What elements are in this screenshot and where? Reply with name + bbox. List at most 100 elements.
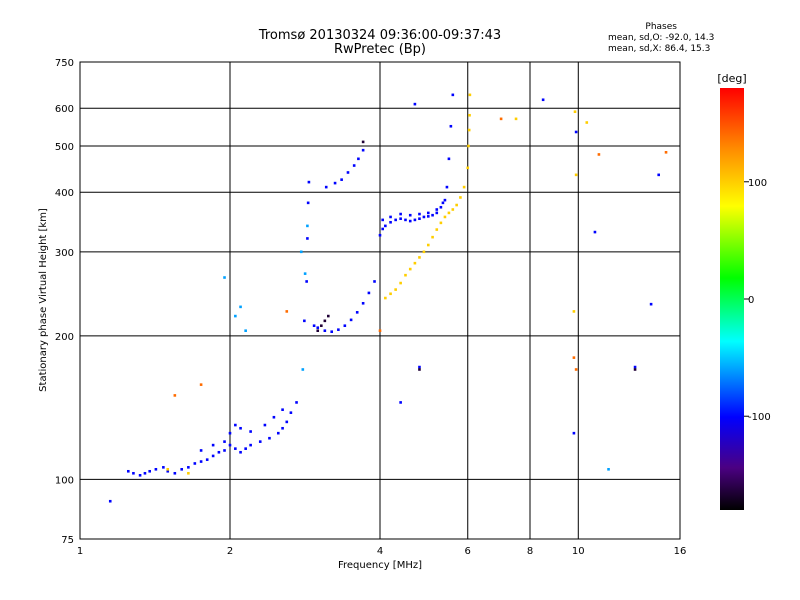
- data-point: [211, 443, 215, 447]
- data-point: [343, 324, 347, 328]
- data-point: [435, 211, 439, 215]
- data-point: [439, 205, 443, 209]
- data-point: [244, 447, 247, 450]
- data-point: [303, 272, 307, 275]
- data-point: [467, 144, 470, 148]
- data-point: [272, 415, 276, 419]
- data-point: [572, 310, 576, 313]
- data-point: [447, 157, 451, 161]
- data-point: [223, 276, 226, 279]
- data-point: [316, 326, 320, 329]
- data-point: [187, 466, 190, 469]
- data-point: [166, 467, 170, 471]
- data-point: [541, 98, 545, 102]
- chart-subtitle: RwPretec (Bp): [333, 42, 427, 57]
- data-point: [435, 208, 439, 211]
- data-point: [367, 291, 371, 295]
- data-point: [162, 466, 165, 469]
- data-point: [323, 329, 327, 332]
- data-point: [593, 230, 597, 234]
- data-point: [148, 469, 152, 473]
- data-point: [239, 305, 242, 309]
- data-point: [249, 430, 252, 433]
- data-point: [281, 408, 284, 412]
- data-point: [633, 368, 637, 371]
- data-point: [404, 273, 407, 277]
- data-point: [352, 164, 356, 167]
- data-point: [320, 324, 323, 328]
- data-point: [303, 319, 306, 323]
- data-point: [323, 319, 327, 323]
- colorbar-tick-label: -100: [748, 412, 771, 423]
- colorbar-label: [deg]: [717, 72, 746, 85]
- y-tick-label: 400: [55, 188, 74, 199]
- data-point: [399, 217, 402, 221]
- data-point: [132, 471, 135, 475]
- data-point: [514, 117, 518, 121]
- data-point: [384, 224, 387, 228]
- data-point: [572, 431, 576, 435]
- data-point: [340, 178, 343, 181]
- data-point: [664, 151, 668, 154]
- data-point: [138, 474, 142, 477]
- data-point: [211, 454, 215, 458]
- data-point: [349, 318, 353, 322]
- data-point: [408, 213, 412, 217]
- data-point: [426, 243, 430, 247]
- data-point: [361, 301, 365, 305]
- data-point: [422, 250, 426, 254]
- data-point: [633, 365, 637, 369]
- data-point: [418, 365, 421, 369]
- data-point: [381, 227, 384, 231]
- data-point: [307, 180, 311, 184]
- data-point: [357, 157, 360, 161]
- data-point: [399, 212, 402, 216]
- data-point: [574, 173, 578, 177]
- data-point: [346, 171, 350, 174]
- data-point: [389, 215, 392, 219]
- data-point: [451, 208, 455, 211]
- data-point: [418, 256, 421, 259]
- data-point: [431, 235, 434, 239]
- data-point: [413, 102, 417, 106]
- data-point: [449, 124, 453, 128]
- phase-stats-x-line: mean, sd,X: 86.4, 15.3: [608, 44, 711, 54]
- data-point: [330, 330, 334, 334]
- x-tick-label: 1: [77, 546, 83, 557]
- data-point: [381, 218, 384, 222]
- data-point: [585, 121, 589, 124]
- data-point: [244, 329, 247, 332]
- data-point: [306, 237, 309, 240]
- data-point: [173, 471, 177, 475]
- data-point: [305, 280, 308, 283]
- data-point: [431, 213, 434, 217]
- data-point: [389, 292, 392, 296]
- x-tick-label: 4: [377, 546, 383, 557]
- data-point: [361, 140, 365, 144]
- data-point: [239, 426, 242, 430]
- data-point: [445, 185, 449, 189]
- data-point: [263, 423, 267, 427]
- y-tick-label: 75: [61, 535, 74, 546]
- data-point: [418, 368, 421, 371]
- data-point: [187, 471, 190, 475]
- colorbar-tick-label: 0: [748, 295, 754, 306]
- data-point: [435, 228, 439, 231]
- plot-frame: [79, 61, 681, 540]
- data-point: [312, 324, 316, 328]
- colorbar: [720, 88, 744, 510]
- data-point: [418, 212, 421, 216]
- x-tick-label: 8: [527, 546, 533, 557]
- data-point: [408, 219, 412, 223]
- colorbar-tick-label: 100: [748, 178, 767, 189]
- data-points: [108, 93, 668, 503]
- data-point: [285, 310, 289, 313]
- data-point: [239, 450, 242, 454]
- data-point: [418, 217, 421, 221]
- data-point: [361, 148, 365, 152]
- data-point: [258, 440, 262, 443]
- data-point: [199, 449, 203, 452]
- data-point: [306, 224, 309, 228]
- x-axis-label: Frequency [MHz]: [338, 560, 422, 571]
